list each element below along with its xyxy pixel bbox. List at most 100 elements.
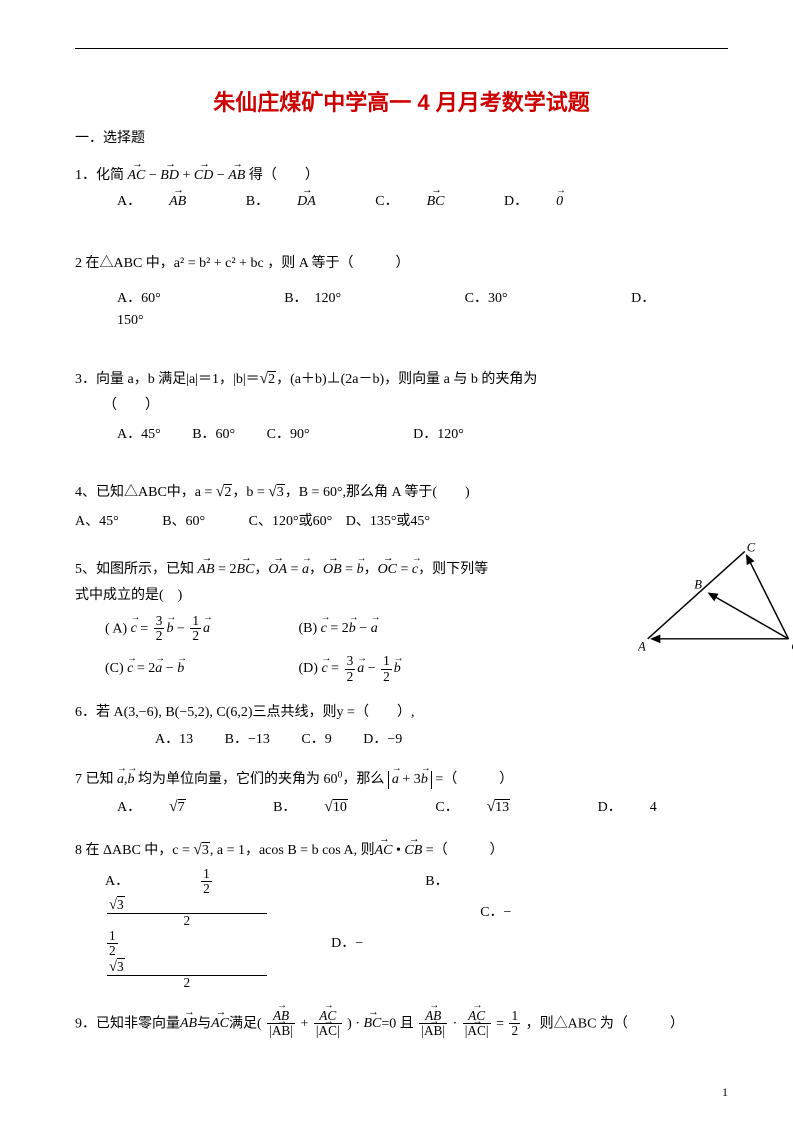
v: 7 bbox=[178, 799, 186, 815]
plus: + bbox=[300, 1016, 311, 1031]
q5-stem2: 式中成立的是( ) bbox=[75, 585, 545, 607]
vec-ac: AC bbox=[128, 165, 146, 187]
frac: AB|AB| bbox=[267, 1009, 295, 1039]
q9-stem: 9．已知非零向量AB与AC满足( AB|AB| + AC|AC| ) · BC=… bbox=[75, 1009, 728, 1039]
l: B． bbox=[273, 800, 296, 815]
q5b-label: (B) bbox=[299, 621, 321, 636]
q6-opt-d: D．−9 bbox=[363, 732, 402, 747]
q1-opt-c: C．BC bbox=[375, 194, 472, 209]
n: 3 bbox=[107, 959, 267, 976]
page-number: 1 bbox=[722, 1083, 728, 1102]
q7-c: ，那么 bbox=[342, 772, 388, 787]
frac: 32 bbox=[107, 897, 337, 929]
frac: AC|AC| bbox=[463, 1009, 491, 1039]
v2: a bbox=[371, 618, 378, 640]
sqrt-icon: 3 bbox=[109, 959, 195, 975]
d: |AB| bbox=[267, 1024, 295, 1039]
q4-sqrta: 2 bbox=[224, 484, 232, 500]
q1-a-val: AB bbox=[169, 191, 186, 213]
norm: |AC| bbox=[316, 1024, 340, 1039]
vec-ab: AB bbox=[180, 1013, 197, 1035]
vec-ac: AC bbox=[211, 1013, 229, 1035]
triangle-diagram: A O B C bbox=[638, 540, 793, 660]
sqrt-icon: 2 bbox=[216, 480, 232, 505]
q8-opt-a: A．12 bbox=[105, 874, 352, 889]
norm: |AB| bbox=[421, 1024, 445, 1039]
q5c-c: c bbox=[127, 658, 133, 680]
d: |AC| bbox=[463, 1024, 491, 1039]
exam-page: 朱仙庄煤矿中学高一 4 月月考数学试题 一．选择题 1．化简 AC − BD +… bbox=[0, 0, 793, 1122]
q5-eqb: = bbox=[342, 562, 357, 577]
q6-stem: 6．若 A(3,−6), B(−5,2), C(6,2)三点共线，则y =（ ）… bbox=[75, 702, 728, 724]
question-6: 6．若 A(3,−6), B(−5,2), C(6,2)三点共线，则y =（ ）… bbox=[75, 702, 728, 751]
q7-b: 均为单位向量，它们的夹角为 60 bbox=[135, 772, 338, 787]
q5c-label: (C) bbox=[105, 661, 127, 676]
sqrt-icon: 3 bbox=[109, 897, 195, 913]
v1: b bbox=[166, 618, 173, 640]
frac: 12 bbox=[107, 929, 188, 959]
dot: · bbox=[453, 1016, 461, 1031]
n: 1 bbox=[509, 1009, 520, 1025]
frac: 12 bbox=[201, 867, 282, 897]
q6-opt-c: C．9 bbox=[301, 732, 331, 747]
norm: |AB| bbox=[269, 1024, 293, 1039]
question-9: 9．已知非零向量AB与AC满足( AB|AB| + AC|AC| ) · BC=… bbox=[75, 1009, 728, 1039]
d: 2 bbox=[190, 629, 201, 644]
q2-opt-a: A．60° bbox=[117, 291, 161, 306]
vec-ab: AB bbox=[228, 165, 245, 187]
question-7: 7 已知 a,b 均为单位向量，它们的夹角为 600，那么 a + 3b =（ … bbox=[75, 769, 728, 820]
frac: 12 bbox=[381, 654, 392, 684]
m: − bbox=[173, 621, 188, 636]
v: 3 bbox=[117, 958, 125, 974]
frac: 12 bbox=[190, 614, 201, 644]
v1: a bbox=[155, 658, 162, 680]
sep1: ， bbox=[254, 562, 268, 577]
q8-options: A．12 B．32 C．− 12 D．− 32 bbox=[105, 867, 728, 991]
exam-title: 朱仙庄煤矿中学高一 4 月月考数学试题 bbox=[75, 85, 728, 120]
abs-a: a bbox=[392, 771, 399, 789]
q2-stem: 2 在△ABC 中，a² = b² + c² + bc ，则 A 等于（ ） bbox=[75, 253, 728, 275]
q4-sqrtb: 3 bbox=[277, 484, 285, 500]
n: 1 bbox=[190, 614, 201, 630]
dot: • bbox=[392, 843, 404, 858]
plus: + 3 bbox=[399, 772, 421, 787]
q8-stem: 8 在 ΔABC 中，c = 3, a = 1，acos B = b cos A… bbox=[75, 838, 728, 863]
op-plus: + bbox=[179, 168, 194, 183]
sqrt-icon: 2 bbox=[260, 367, 276, 392]
and: 与 bbox=[197, 1016, 211, 1031]
q3-blank: （ ） bbox=[103, 395, 728, 417]
q8-c: =（ ） bbox=[422, 843, 503, 858]
q9-a: 9．已知非零向量 bbox=[75, 1016, 180, 1031]
q7-opt-a: A．7 bbox=[117, 800, 242, 815]
q2-opt-d: D． 150° bbox=[117, 291, 662, 328]
frac: 32 bbox=[107, 959, 337, 991]
q3-opt-b: B．60° bbox=[192, 427, 235, 442]
v: 13 bbox=[495, 799, 510, 815]
q5-opt-a: ( A) c = 32b − 12a bbox=[105, 614, 295, 644]
d: 2 bbox=[201, 882, 212, 897]
d: 2 bbox=[154, 629, 165, 644]
q6-options: A．13 B．−13 C．9 D．−9 bbox=[155, 729, 728, 751]
q5d-label: (D) bbox=[299, 661, 322, 676]
q3-text-a: 3．向量 a，b 满足|a|＝1，|b|＝ bbox=[75, 372, 260, 387]
q4-text-b: ，b = bbox=[232, 485, 268, 500]
l: D．− bbox=[331, 936, 363, 951]
q7-d: =（ ） bbox=[432, 772, 513, 787]
q1-suffix: 得（ ） bbox=[249, 168, 319, 183]
q3-stem: 3．向量 a，b 满足|a|＝1，|b|＝2，(a＋b)⊥(2a－b)，则向量 … bbox=[75, 367, 728, 392]
q5-eq: = 2 bbox=[215, 562, 237, 577]
question-5: 5、如图所示，已知 AB = 2BC，OA = a，OB = b，OC = c，… bbox=[75, 559, 545, 684]
q4-stem: 4、已知△ABC中，a = 2，b = 3，B = 60°,那么角 A 等于( … bbox=[75, 480, 728, 505]
sqrt-icon: 13 bbox=[487, 795, 538, 820]
label-b: B bbox=[694, 577, 702, 591]
sqrt: 3 bbox=[202, 842, 210, 858]
vec-ac: AC bbox=[375, 840, 393, 862]
q4-opt-d: D、135°或45° bbox=[346, 514, 430, 529]
frac: 12 bbox=[509, 1009, 520, 1039]
v: 3 bbox=[117, 896, 125, 912]
header-rule bbox=[75, 48, 728, 49]
sep3: ， bbox=[364, 562, 378, 577]
v2: b bbox=[394, 658, 401, 680]
frac: AC|AC| bbox=[314, 1009, 342, 1039]
q9-c: ) · bbox=[347, 1016, 363, 1031]
